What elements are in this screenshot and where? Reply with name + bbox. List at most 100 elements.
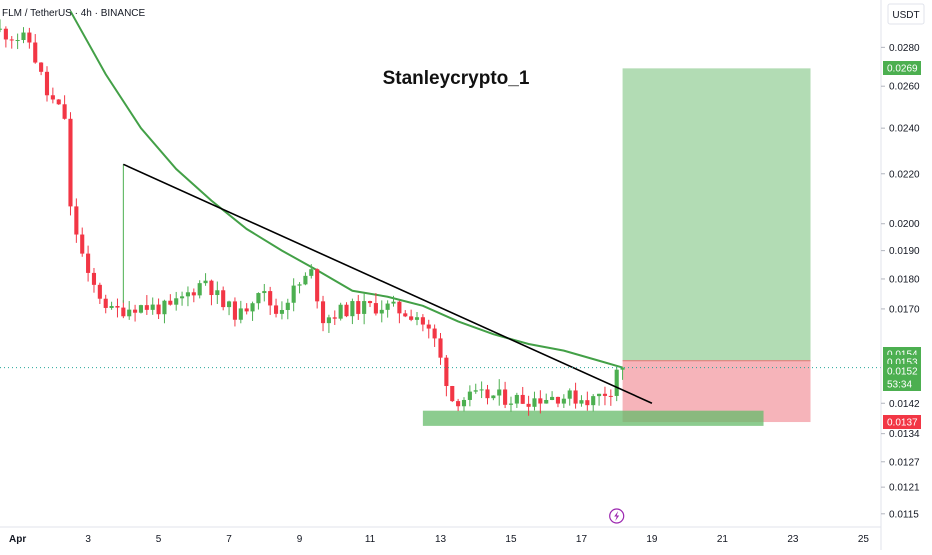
candle[interactable] (180, 296, 185, 299)
event-marker[interactable] (609, 508, 625, 524)
candle[interactable] (33, 42, 38, 63)
candle[interactable] (244, 308, 249, 312)
candle[interactable] (80, 234, 85, 254)
target-profit-zone[interactable] (622, 68, 811, 361)
candle[interactable] (185, 292, 191, 297)
candle[interactable] (162, 300, 167, 315)
candle[interactable] (614, 369, 619, 396)
candle[interactable] (385, 303, 390, 310)
candle[interactable] (391, 301, 396, 304)
candle[interactable] (315, 269, 320, 302)
candle[interactable] (432, 328, 437, 339)
candle[interactable] (56, 99, 61, 105)
candle[interactable] (9, 39, 14, 41)
candle[interactable] (91, 272, 97, 285)
price-axis[interactable]: USDT 0.0280 0.0260 0.0240 0.0220 0.0200 0.019… (881, 3, 925, 520)
candle[interactable] (585, 400, 590, 406)
candle[interactable] (332, 317, 337, 319)
candle[interactable] (291, 285, 296, 303)
moving-average-line[interactable] (69, 10, 623, 369)
candle[interactable] (567, 390, 572, 399)
candle[interactable] (450, 386, 455, 402)
target-price-badge[interactable] (883, 61, 921, 75)
candle[interactable] (544, 399, 549, 404)
candle[interactable] (21, 32, 26, 41)
candle[interactable] (461, 399, 467, 407)
candle[interactable] (555, 396, 561, 404)
candle[interactable] (456, 401, 461, 407)
candle[interactable] (115, 306, 120, 308)
candle[interactable] (209, 280, 214, 296)
candle[interactable] (379, 309, 384, 314)
candle[interactable] (356, 301, 361, 314)
stop-price-badge[interactable] (883, 415, 921, 429)
candle[interactable] (250, 303, 255, 312)
candle[interactable] (156, 304, 161, 315)
candle[interactable] (68, 118, 73, 207)
candle[interactable] (191, 292, 196, 296)
candle[interactable] (203, 280, 208, 284)
candle[interactable] (273, 305, 279, 314)
candle[interactable] (397, 301, 402, 314)
candle[interactable] (532, 398, 537, 407)
candle[interactable] (350, 301, 355, 317)
candle[interactable] (338, 304, 343, 319)
candle[interactable] (232, 301, 237, 320)
candle[interactable] (285, 302, 290, 310)
candle[interactable] (39, 62, 44, 72)
candle[interactable] (573, 390, 578, 404)
candle[interactable] (579, 400, 584, 404)
candle[interactable] (303, 275, 308, 285)
candle[interactable] (403, 313, 408, 317)
candle[interactable] (127, 309, 132, 317)
candle[interactable] (144, 305, 149, 310)
candle[interactable] (215, 290, 220, 296)
candle[interactable] (367, 301, 373, 304)
candle[interactable] (444, 357, 449, 387)
candle[interactable] (620, 367, 625, 370)
candle[interactable] (27, 32, 32, 43)
candle[interactable] (174, 298, 179, 305)
candle[interactable] (97, 284, 102, 299)
candle[interactable] (86, 253, 91, 273)
candle[interactable] (520, 394, 525, 404)
candle[interactable] (279, 309, 284, 314)
candle[interactable] (467, 391, 472, 400)
candle[interactable] (344, 304, 349, 317)
support-zone[interactable] (422, 410, 764, 426)
candle[interactable] (197, 283, 202, 296)
candle[interactable] (150, 304, 155, 310)
descending-trendline[interactable] (123, 163, 653, 404)
time-axis[interactable]: Apr 3 5 7 9 11 13 15 17 19 21 23 25 (9, 534, 869, 545)
candle[interactable] (591, 396, 596, 406)
candle[interactable] (420, 317, 425, 325)
candle[interactable] (608, 395, 613, 397)
candle[interactable] (50, 95, 55, 100)
candle[interactable] (514, 394, 519, 404)
candle[interactable] (109, 306, 114, 308)
candle[interactable] (438, 338, 443, 358)
countdown-badge[interactable] (883, 377, 921, 391)
candle[interactable] (326, 317, 331, 324)
candle[interactable] (473, 390, 478, 392)
candle[interactable] (227, 301, 232, 308)
candle[interactable] (362, 301, 367, 314)
candle[interactable] (238, 308, 243, 320)
candle[interactable] (373, 303, 378, 314)
candle[interactable] (538, 398, 543, 404)
candle[interactable] (320, 301, 326, 324)
candle[interactable] (256, 293, 261, 304)
candle[interactable] (103, 298, 108, 308)
candle[interactable] (15, 40, 20, 42)
candle[interactable] (297, 284, 302, 286)
candle[interactable] (262, 291, 267, 294)
candle[interactable] (138, 305, 144, 313)
candle[interactable] (309, 269, 314, 276)
currency-unit-button[interactable] (887, 3, 925, 25)
candle[interactable] (426, 324, 431, 329)
candle[interactable] (0, 28, 3, 30)
candle[interactable] (491, 395, 496, 399)
candle[interactable] (485, 389, 490, 399)
candle[interactable] (409, 316, 414, 320)
